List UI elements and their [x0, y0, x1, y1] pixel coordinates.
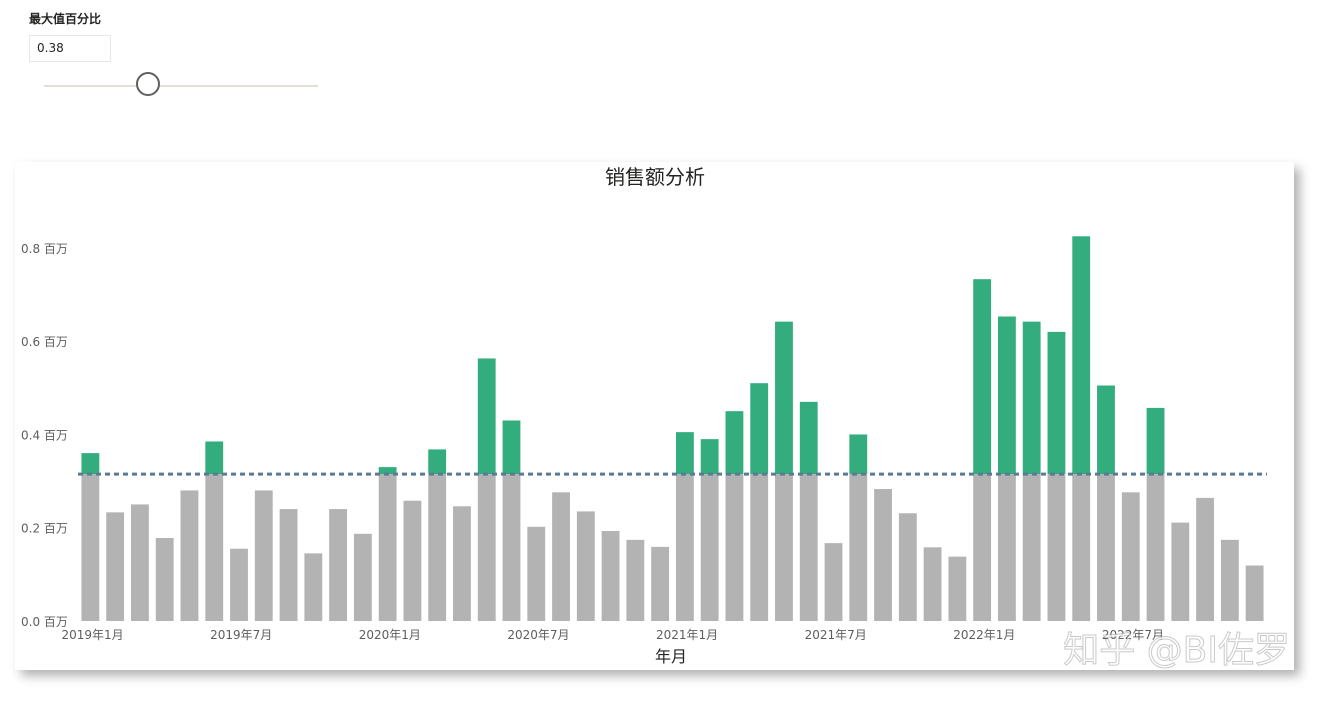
bar-below-threshold[interactable]: [453, 506, 471, 621]
bar-above-threshold[interactable]: [997, 316, 1016, 475]
bar-below-threshold[interactable]: [675, 474, 694, 621]
bar-below-threshold[interactable]: [576, 511, 595, 621]
bar-below-threshold[interactable]: [378, 474, 397, 621]
bar-below-threshold[interactable]: [948, 556, 967, 621]
bar-below-threshold[interactable]: [874, 489, 892, 621]
bar-below-threshold[interactable]: [279, 509, 298, 621]
bar-below-threshold[interactable]: [824, 543, 843, 621]
bar-below-threshold[interactable]: [254, 490, 273, 621]
bar-above-threshold[interactable]: [799, 401, 818, 475]
y-tick-label: 0.4 百万: [21, 428, 68, 442]
bar-below-threshold[interactable]: [997, 474, 1016, 621]
bar-below-threshold[interactable]: [700, 474, 719, 621]
bar-above-threshold[interactable]: [849, 434, 868, 475]
bar-below-threshold[interactable]: [1220, 539, 1239, 621]
x-tick-label: 2019年1月: [61, 628, 123, 642]
bar-below-threshold[interactable]: [775, 474, 793, 621]
x-tick-label: 2021年1月: [656, 628, 718, 642]
bar-above-threshold[interactable]: [675, 432, 694, 475]
bar-below-threshold[interactable]: [477, 474, 496, 621]
slicer-title: 最大值百分比: [29, 12, 102, 26]
bar-below-threshold[interactable]: [353, 533, 372, 621]
x-tick-label: 2021年7月: [805, 628, 867, 642]
bar-below-threshold[interactable]: [799, 474, 818, 621]
bar-above-threshold[interactable]: [1097, 385, 1115, 475]
bar-below-threshold[interactable]: [1196, 497, 1214, 621]
bar-below-threshold[interactable]: [180, 490, 199, 621]
bar-below-threshold[interactable]: [725, 474, 744, 621]
x-tick-label: 2019年7月: [210, 628, 272, 642]
bar-above-threshold[interactable]: [750, 383, 769, 475]
bar-below-threshold[interactable]: [155, 537, 174, 621]
y-tick-label: 0.8 百万: [21, 242, 68, 256]
y-tick-label: 0.6 百万: [21, 335, 68, 349]
bars: [81, 236, 1264, 621]
bar-below-threshold[interactable]: [626, 539, 645, 621]
bar-below-threshold[interactable]: [1097, 474, 1115, 621]
slicer-value-input[interactable]: 0.38: [29, 35, 111, 62]
bar-below-threshold[interactable]: [205, 474, 224, 621]
bar-below-threshold[interactable]: [527, 526, 546, 621]
bar-below-threshold[interactable]: [329, 509, 348, 621]
bar-below-threshold[interactable]: [1047, 474, 1066, 621]
bar-below-threshold[interactable]: [131, 504, 149, 621]
bar-below-threshold[interactable]: [601, 531, 620, 621]
bar-below-threshold[interactable]: [304, 553, 323, 621]
bar-below-threshold[interactable]: [1146, 474, 1165, 621]
bar-above-threshold[interactable]: [81, 453, 100, 475]
bar-below-threshold[interactable]: [973, 474, 992, 621]
sales-chart-visual: 销售额分析 0.0 百万 0.2 百万 0.4 百万 0.6 百万 0.8 百万 201…: [15, 162, 1294, 672]
bar-below-threshold[interactable]: [106, 512, 125, 621]
bar-below-threshold[interactable]: [849, 474, 868, 621]
bar-above-threshold[interactable]: [700, 439, 719, 475]
bar-above-threshold[interactable]: [1022, 321, 1041, 475]
x-axis-title: 年月: [655, 647, 687, 666]
watermark: 知乎 @BI佐罗: [1063, 630, 1290, 670]
slicer-max-percentage: 最大值百分比 0.38: [29, 10, 329, 110]
bar-above-threshold[interactable]: [428, 449, 447, 475]
bar-below-threshold[interactable]: [1171, 522, 1190, 621]
bar-below-threshold[interactable]: [428, 474, 447, 621]
y-axis: 0.0 百万 0.2 百万 0.4 百万 0.6 百万 0.8 百万: [21, 242, 68, 629]
bar-below-threshold[interactable]: [1022, 474, 1041, 621]
bar-below-threshold[interactable]: [81, 474, 100, 621]
bar-above-threshold[interactable]: [775, 321, 793, 475]
bar-below-threshold[interactable]: [750, 474, 769, 621]
x-tick-label: 2022年7月: [1102, 628, 1164, 642]
bar-above-threshold[interactable]: [1146, 407, 1165, 475]
x-axis: 2019年1月 2019年7月 2020年1月 2020年7月 2021年1月 2021年…: [61, 628, 1164, 642]
bar-below-threshold[interactable]: [502, 474, 521, 621]
y-tick-label: 0.0 百万: [21, 615, 68, 629]
sales-bar-chart: 销售额分析 0.0 百万 0.2 百万 0.4 百万 0.6 百万 0.8 百万 201…: [21, 165, 1291, 672]
slider-thumb[interactable]: [136, 72, 161, 96]
bar-below-threshold[interactable]: [552, 492, 570, 621]
bar-below-threshold[interactable]: [1121, 492, 1140, 621]
bar-below-threshold[interactable]: [230, 548, 248, 621]
bar-above-threshold[interactable]: [477, 358, 496, 475]
bar-above-threshold[interactable]: [725, 411, 744, 475]
bar-above-threshold[interactable]: [973, 279, 992, 475]
bar-above-threshold[interactable]: [1047, 331, 1066, 475]
bar-above-threshold[interactable]: [205, 441, 224, 475]
bar-below-threshold[interactable]: [1245, 565, 1264, 621]
slider-track[interactable]: [44, 85, 318, 87]
x-tick-label: 2020年7月: [507, 628, 569, 642]
x-tick-label: 2020年1月: [359, 628, 421, 642]
bar-below-threshold[interactable]: [1072, 474, 1091, 621]
bar-above-threshold[interactable]: [1072, 236, 1091, 475]
bar-above-threshold[interactable]: [502, 420, 521, 475]
bar-above-threshold[interactable]: [378, 467, 397, 475]
bar-below-threshold[interactable]: [898, 513, 917, 621]
bar-below-threshold[interactable]: [923, 547, 942, 621]
bar-below-threshold[interactable]: [403, 500, 422, 621]
y-tick-label: 0.2 百万: [21, 522, 68, 536]
bar-below-threshold[interactable]: [651, 546, 670, 621]
chart-title: 销售额分析: [605, 165, 705, 189]
x-tick-label: 2022年1月: [953, 628, 1015, 642]
